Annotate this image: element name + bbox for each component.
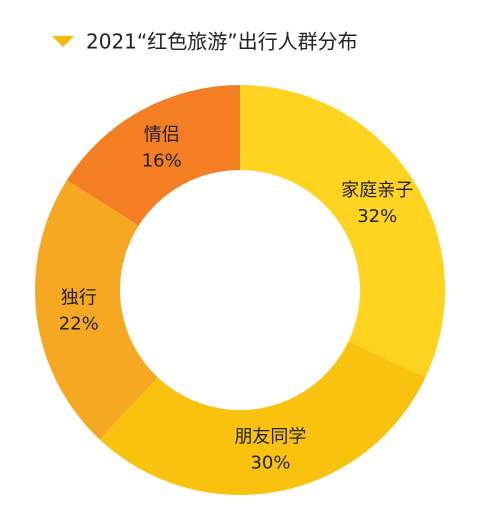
slice-value-label: 16% (142, 151, 182, 172)
slice-value-label: 32% (357, 206, 397, 227)
slice-label: 独行 (61, 287, 97, 308)
donut-slice (240, 85, 445, 378)
slice-label: 情侣 (144, 125, 180, 146)
donut-slice (66, 84, 240, 226)
donut-slice (99, 341, 426, 495)
donut-slice (34, 180, 158, 440)
chart-title: 2021“红色旅游”出行人群分布 (86, 30, 358, 54)
slice-label: 朋友同学 (234, 427, 306, 448)
slice-value-label: 22% (59, 313, 99, 334)
slice-value-label: 30% (250, 453, 290, 474)
legend-marker (52, 36, 74, 47)
slice-label: 家庭亲子 (341, 180, 413, 201)
